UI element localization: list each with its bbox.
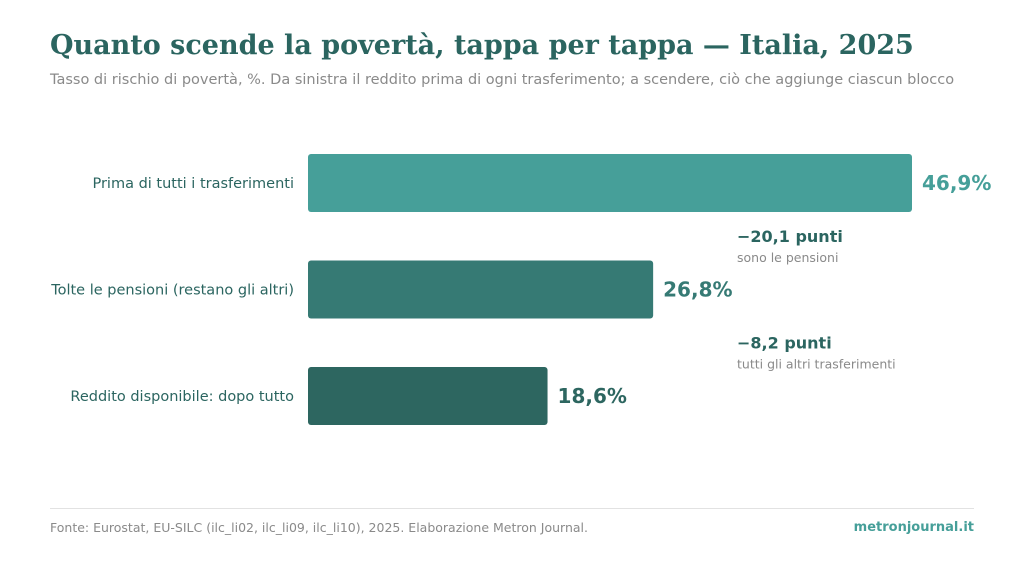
bar [308, 367, 548, 425]
chart-subtitle: Tasso di rischio di povertà, %. Da sinis… [50, 72, 955, 88]
category-label: Tolte le pensioni (restano gli altri) [50, 283, 294, 299]
brand-link[interactable]: metronjournal.it [853, 520, 974, 535]
footer-divider [50, 508, 974, 509]
source-note: Fonte: Eurostat, EU-SILC (ilc_li02, ilc_… [50, 520, 588, 535]
drop-annotation-note: tutti gli altri trasferimenti [737, 357, 896, 372]
category-label: Reddito disponibile: dopo tutto [70, 389, 294, 405]
bar [308, 154, 912, 212]
drop-annotation-value: −8,2 punti [737, 334, 832, 353]
drop-annotation-note: sono le pensioni [737, 250, 838, 265]
drop-annotation-value: −20,1 punti [737, 227, 843, 246]
bar [308, 260, 654, 319]
value-label: 46,9% [922, 171, 991, 195]
value-label: 26,8% [663, 278, 732, 302]
bar-chart: Prima di tutti i trasferimenti 46,9% Tolte… [50, 154, 991, 425]
value-label: 18,6% [558, 384, 627, 408]
chart-title: Quanto scende la povertà, tappa per tapp… [50, 30, 914, 61]
category-label: Prima di tutti i trasferimenti [92, 176, 294, 192]
